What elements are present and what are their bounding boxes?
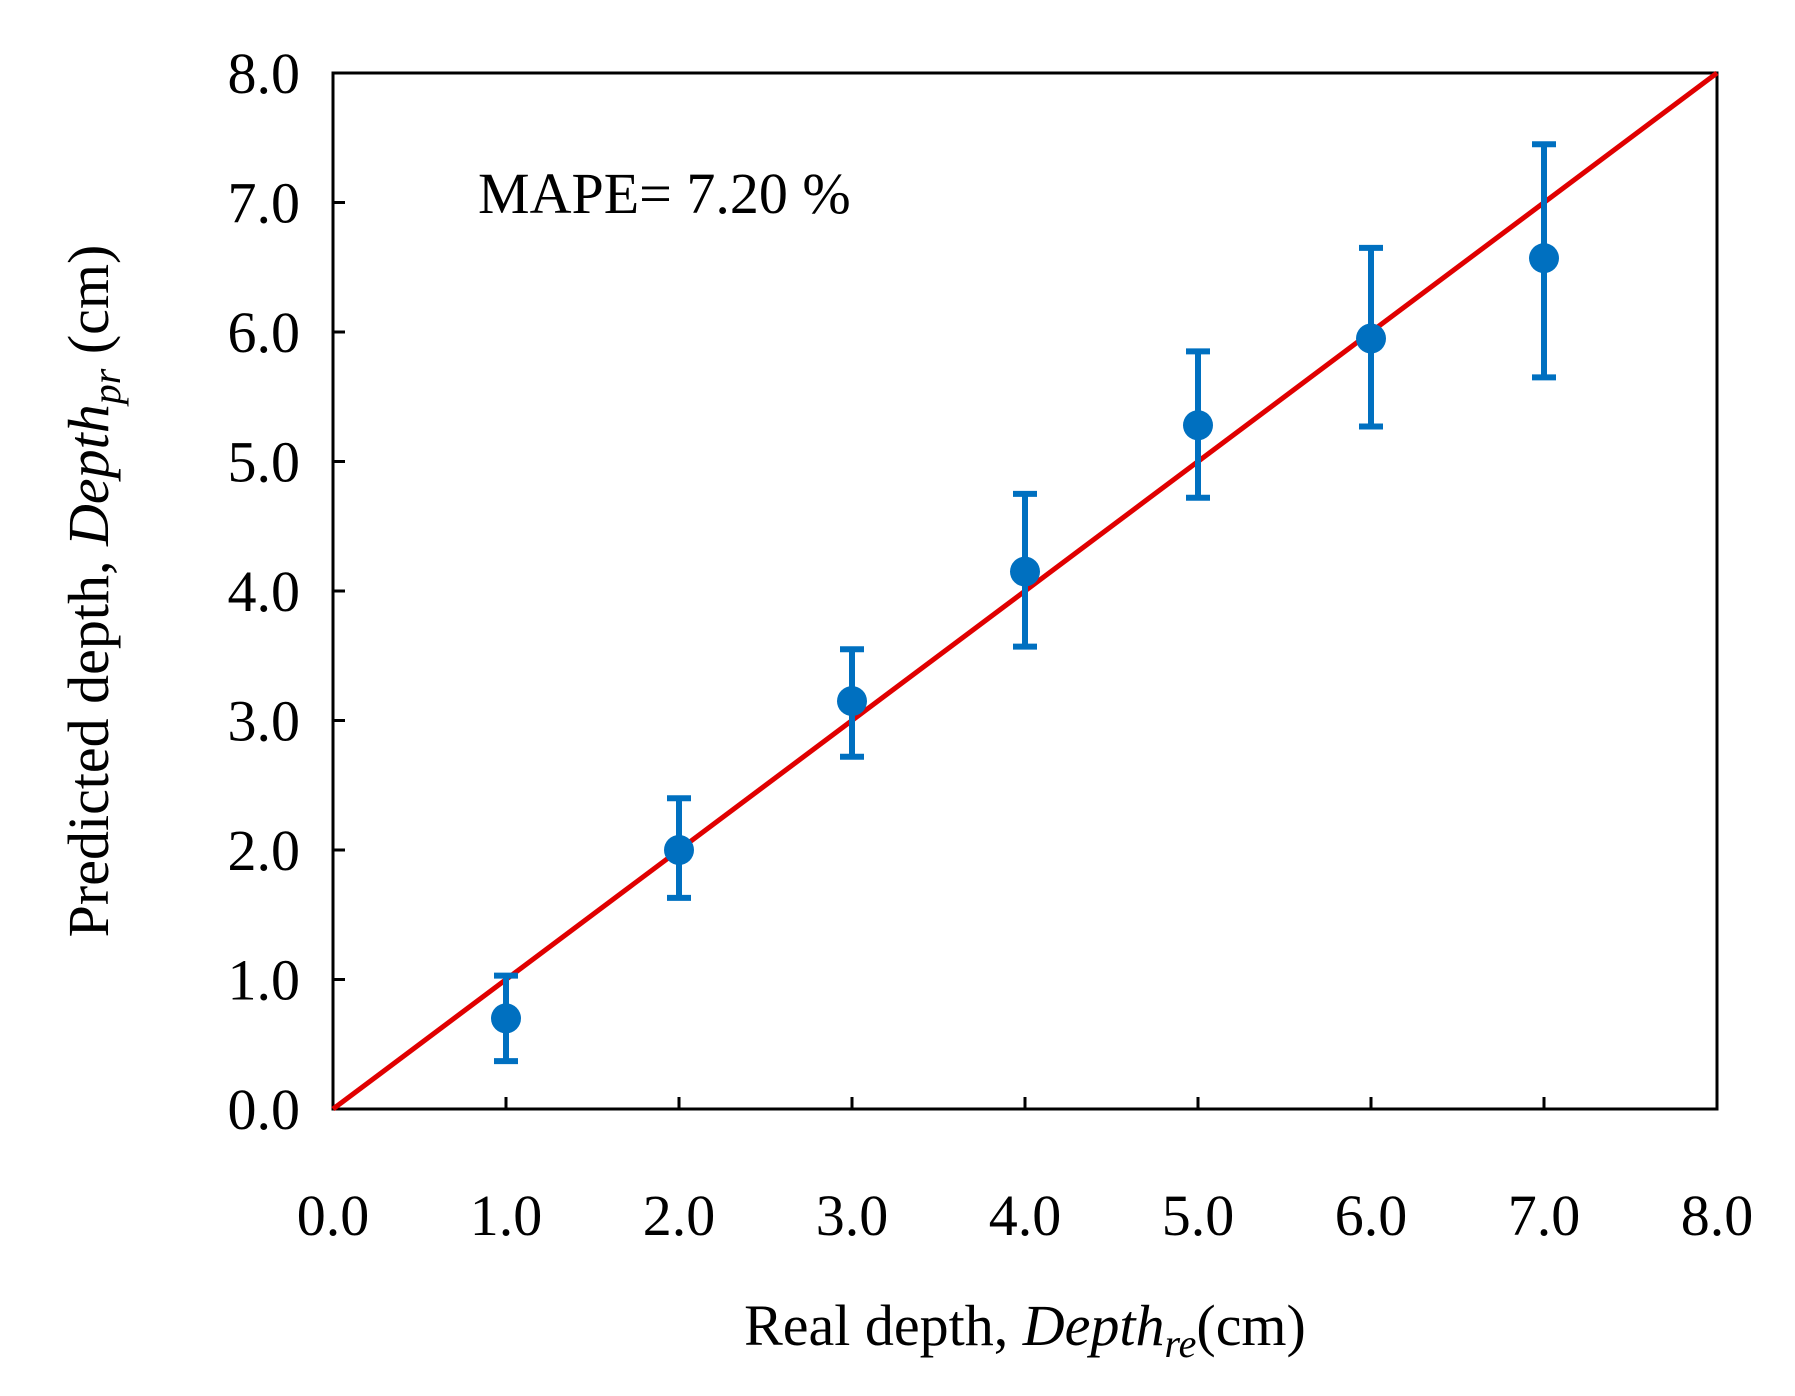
- y-tick-label: 6.0: [228, 300, 301, 365]
- data-point: [837, 686, 867, 717]
- x-axis-title: Real depth, Depthre(cm): [744, 1293, 1306, 1366]
- mape-annotation: MAPE= 7.20 %: [478, 161, 851, 226]
- y-axis-title-suffix: (cm): [56, 245, 121, 369]
- data-point: [491, 1003, 521, 1034]
- x-tick-label: 8.0: [1681, 1183, 1754, 1248]
- data-point: [1356, 323, 1386, 354]
- y-axis-title-prefix: Predicted depth,: [56, 546, 121, 937]
- y-tick-label: 4.0: [228, 559, 301, 624]
- y-tick-label: 3.0: [228, 689, 301, 754]
- x-tick-label: 1.0: [470, 1183, 543, 1248]
- x-tick-label: 6.0: [1335, 1183, 1408, 1248]
- x-axis-title-subscript: re: [1165, 1321, 1197, 1366]
- data-point: [1010, 556, 1040, 587]
- y-tick-label: 7.0: [228, 171, 301, 236]
- y-tick-label: 8.0: [228, 41, 301, 106]
- y-axis-title-italic: Depth: [56, 404, 121, 547]
- y-axis-title-subscript: pr: [84, 368, 129, 407]
- data-point: [1183, 410, 1213, 441]
- y-tick-label: 1.0: [228, 948, 301, 1013]
- x-axis-title-suffix: (cm): [1196, 1293, 1306, 1358]
- x-tick-label: 5.0: [1162, 1183, 1235, 1248]
- data-point: [1529, 243, 1559, 274]
- y-tick-label: 0.0: [228, 1077, 301, 1142]
- x-tick-label: 0.0: [297, 1183, 370, 1248]
- x-tick-label: 2.0: [643, 1183, 716, 1248]
- x-tick-label: 4.0: [989, 1183, 1062, 1248]
- data-point: [664, 835, 694, 865]
- x-axis-title-italic: Depth: [1022, 1293, 1165, 1358]
- y-axis-title: Predicted depth, Depthpr (cm): [56, 245, 129, 938]
- x-tick-label: 3.0: [816, 1183, 889, 1248]
- y-tick-label: 2.0: [228, 818, 301, 883]
- x-axis-title-prefix: Real depth,: [744, 1293, 1023, 1358]
- x-tick-label: 7.0: [1508, 1183, 1581, 1248]
- y-tick-label: 5.0: [228, 430, 301, 495]
